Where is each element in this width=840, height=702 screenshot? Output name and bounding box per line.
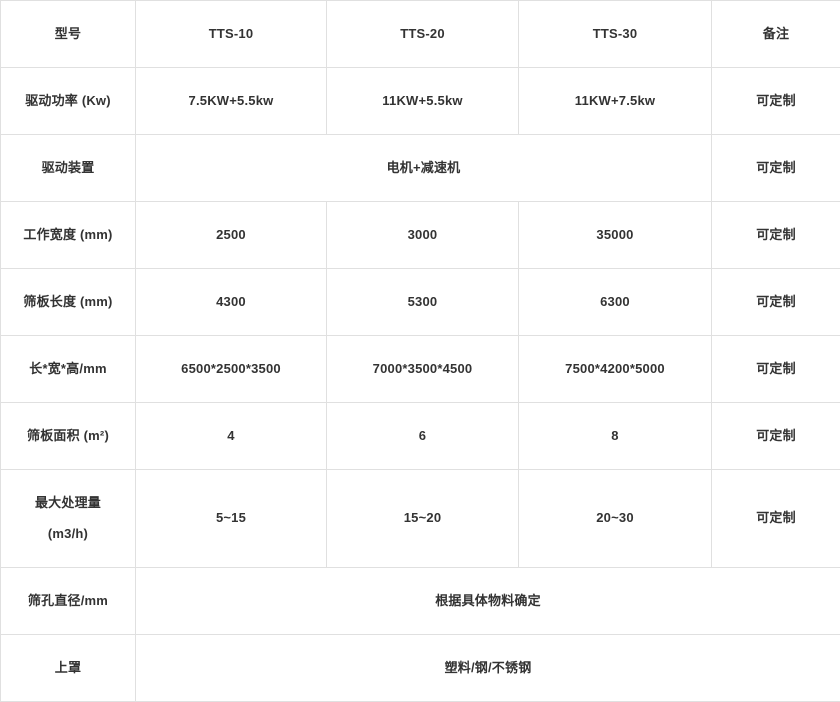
cell-tts20: 5300 bbox=[327, 269, 519, 336]
row-label: 筛板长度 (mm) bbox=[1, 269, 136, 336]
cell-tts20: 3000 bbox=[327, 202, 519, 269]
cell-tts10: 4 bbox=[136, 403, 327, 470]
cell-tts10: 7.5KW+5.5kw bbox=[136, 68, 327, 135]
row-label: 最大处理量 (m3/h) bbox=[1, 470, 136, 568]
row-label: 长*宽*高/mm bbox=[1, 336, 136, 403]
column-header-model: 型号 bbox=[1, 1, 136, 68]
row-label: 工作宽度 (mm) bbox=[1, 202, 136, 269]
table-header-row: 型号 TTS-10 TTS-20 TTS-30 备注 bbox=[1, 1, 840, 68]
cell-remark: 可定制 bbox=[712, 202, 840, 269]
cell-remark: 可定制 bbox=[712, 336, 840, 403]
cell-remark: 可定制 bbox=[712, 470, 840, 568]
table-row: 长*宽*高/mm 6500*2500*3500 7000*3500*4500 7… bbox=[1, 336, 840, 403]
column-header-tts30: TTS-30 bbox=[519, 1, 712, 68]
cell-merged-all: 根据具体物料确定 bbox=[136, 568, 840, 635]
row-label: 驱动功率 (Kw) bbox=[1, 68, 136, 135]
cell-remark: 可定制 bbox=[712, 269, 840, 336]
cell-tts30: 8 bbox=[519, 403, 712, 470]
cell-tts30: 35000 bbox=[519, 202, 712, 269]
cell-tts10: 2500 bbox=[136, 202, 327, 269]
cell-tts20: 15~20 bbox=[327, 470, 519, 568]
table-row: 工作宽度 (mm) 2500 3000 35000 可定制 bbox=[1, 202, 840, 269]
cell-tts30: 20~30 bbox=[519, 470, 712, 568]
cell-merged-models: 电机+减速机 bbox=[136, 135, 712, 202]
cell-tts20: 7000*3500*4500 bbox=[327, 336, 519, 403]
cell-remark: 可定制 bbox=[712, 135, 840, 202]
cell-tts30: 6300 bbox=[519, 269, 712, 336]
row-label: 筛孔直径/mm bbox=[1, 568, 136, 635]
row-label: 上罩 bbox=[1, 635, 136, 702]
table-row: 最大处理量 (m3/h) 5~15 15~20 20~30 可定制 bbox=[1, 470, 840, 568]
column-header-remark: 备注 bbox=[712, 1, 840, 68]
cell-tts30: 7500*4200*5000 bbox=[519, 336, 712, 403]
cell-remark: 可定制 bbox=[712, 68, 840, 135]
cell-tts30: 11KW+7.5kw bbox=[519, 68, 712, 135]
row-label: 筛板面积 (m²) bbox=[1, 403, 136, 470]
table-row: 筛孔直径/mm 根据具体物料确定 bbox=[1, 568, 840, 635]
table-row: 筛板面积 (m²) 4 6 8 可定制 bbox=[1, 403, 840, 470]
cell-tts10: 4300 bbox=[136, 269, 327, 336]
column-header-tts10: TTS-10 bbox=[136, 1, 327, 68]
row-label: 驱动装置 bbox=[1, 135, 136, 202]
cell-tts10: 5~15 bbox=[136, 470, 327, 568]
cell-tts20: 11KW+5.5kw bbox=[327, 68, 519, 135]
row-label-line2: (m3/h) bbox=[7, 524, 129, 544]
row-label-line1: 最大处理量 bbox=[7, 493, 129, 513]
cell-merged-all: 塑料/钢/不锈钢 bbox=[136, 635, 840, 702]
cell-remark: 可定制 bbox=[712, 403, 840, 470]
table-row: 驱动装置 电机+减速机 可定制 bbox=[1, 135, 840, 202]
column-header-tts20: TTS-20 bbox=[327, 1, 519, 68]
cell-tts20: 6 bbox=[327, 403, 519, 470]
table-row: 驱动功率 (Kw) 7.5KW+5.5kw 11KW+5.5kw 11KW+7.… bbox=[1, 68, 840, 135]
cell-tts10: 6500*2500*3500 bbox=[136, 336, 327, 403]
table-row: 上罩 塑料/钢/不锈钢 bbox=[1, 635, 840, 702]
table-row: 筛板长度 (mm) 4300 5300 6300 可定制 bbox=[1, 269, 840, 336]
